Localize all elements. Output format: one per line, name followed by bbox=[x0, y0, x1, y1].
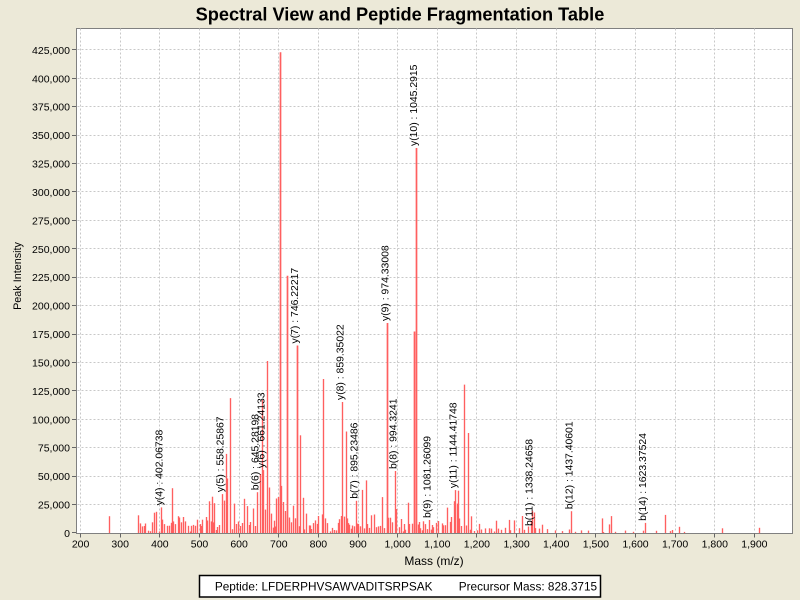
svg-text:b(12) : 1437.40601: b(12) : 1437.40601 bbox=[564, 421, 575, 509]
svg-text:225,000: 225,000 bbox=[32, 272, 70, 284]
svg-text:425,000: 425,000 bbox=[32, 45, 70, 57]
svg-text:400: 400 bbox=[151, 538, 169, 550]
svg-text:1,900: 1,900 bbox=[741, 538, 767, 550]
svg-text:1,100: 1,100 bbox=[424, 538, 450, 550]
svg-text:1,700: 1,700 bbox=[662, 538, 688, 550]
svg-text:125,000: 125,000 bbox=[32, 386, 70, 398]
svg-text:b(7) : 895.23486: b(7) : 895.23486 bbox=[350, 422, 361, 498]
svg-text:y(5) : 558.25867: y(5) : 558.25867 bbox=[215, 416, 226, 492]
svg-text:y(6) : 661.24133: y(6) : 661.24133 bbox=[257, 392, 268, 468]
svg-text:275,000: 275,000 bbox=[32, 215, 70, 227]
svg-text:600: 600 bbox=[230, 538, 248, 550]
svg-text:300: 300 bbox=[111, 538, 129, 550]
svg-text:375,000: 375,000 bbox=[32, 102, 70, 114]
svg-text:y(8) : 859.35022: y(8) : 859.35022 bbox=[336, 324, 347, 400]
svg-text:Spectral View and Peptide Frag: Spectral View and Peptide Fragmentation … bbox=[196, 5, 605, 25]
svg-text:75,000: 75,000 bbox=[38, 443, 70, 455]
svg-text:800: 800 bbox=[310, 538, 328, 550]
svg-text:b(8) : 994.3241: b(8) : 994.3241 bbox=[388, 398, 399, 469]
svg-text:200,000: 200,000 bbox=[32, 301, 70, 313]
svg-text:150,000: 150,000 bbox=[32, 358, 70, 370]
svg-text:300,000: 300,000 bbox=[32, 187, 70, 199]
svg-text:25,000: 25,000 bbox=[38, 500, 70, 512]
svg-text:350,000: 350,000 bbox=[32, 130, 70, 142]
svg-text:1,300: 1,300 bbox=[503, 538, 529, 550]
svg-text:0: 0 bbox=[64, 528, 70, 540]
svg-text:b(14) : 1623.37524: b(14) : 1623.37524 bbox=[638, 433, 649, 521]
svg-text:1,400: 1,400 bbox=[543, 538, 569, 550]
svg-text:1,200: 1,200 bbox=[464, 538, 490, 550]
svg-text:250,000: 250,000 bbox=[32, 244, 70, 256]
svg-text:1,800: 1,800 bbox=[702, 538, 728, 550]
svg-text:y(9) : 974.33008: y(9) : 974.33008 bbox=[380, 245, 391, 321]
svg-text:b(9) : 1081.26099: b(9) : 1081.26099 bbox=[423, 436, 434, 518]
svg-text:y(4) : 402.06738: y(4) : 402.06738 bbox=[154, 430, 165, 506]
svg-text:1,600: 1,600 bbox=[622, 538, 648, 550]
svg-text:50,000: 50,000 bbox=[38, 471, 70, 483]
svg-text:1,000: 1,000 bbox=[385, 538, 411, 550]
svg-text:Mass (m/z): Mass (m/z) bbox=[404, 554, 463, 568]
svg-text:700: 700 bbox=[270, 538, 288, 550]
svg-text:325,000: 325,000 bbox=[32, 159, 70, 171]
svg-text:200: 200 bbox=[72, 538, 90, 550]
svg-text:100,000: 100,000 bbox=[32, 414, 70, 426]
svg-text:900: 900 bbox=[349, 538, 367, 550]
svg-text:b(11) : 1338.24658: b(11) : 1338.24658 bbox=[525, 439, 536, 526]
svg-text:y(7) : 746.22217: y(7) : 746.22217 bbox=[290, 268, 301, 344]
svg-text:Peptide: LFDERPHVSAWVADITSRPSA: Peptide: LFDERPHVSAWVADITSRPSAK Precurso… bbox=[215, 580, 598, 594]
svg-text:1,500: 1,500 bbox=[583, 538, 609, 550]
svg-text:175,000: 175,000 bbox=[32, 329, 70, 341]
svg-text:Peak Intensity: Peak Intensity bbox=[12, 241, 24, 309]
svg-text:y(11) : 1144.41748: y(11) : 1144.41748 bbox=[449, 402, 460, 488]
svg-text:500: 500 bbox=[191, 538, 209, 550]
svg-text:b(6) : 645.28198: b(6) : 645.28198 bbox=[250, 414, 261, 490]
svg-text:y(10) : 1045.2915: y(10) : 1045.2915 bbox=[409, 64, 420, 146]
svg-text:400,000: 400,000 bbox=[32, 73, 70, 85]
